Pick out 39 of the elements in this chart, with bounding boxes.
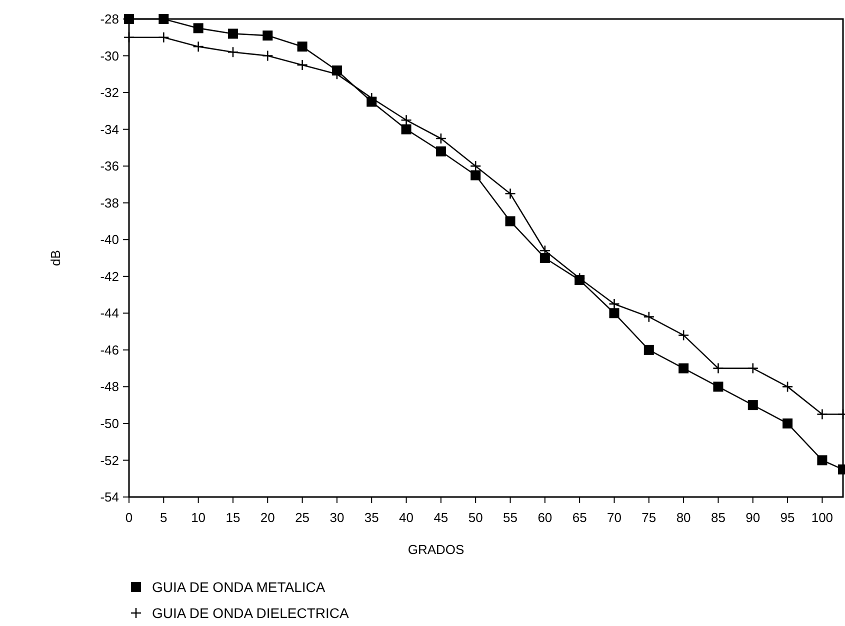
x-axis-title: GRADOS [408,542,464,557]
y-tick-label: -36 [100,158,119,174]
y-tick-label: -54 [100,490,119,505]
x-tick-label: 15 [226,510,240,525]
x-tick-label: 85 [710,510,726,525]
x-tick-label: 10 [191,510,206,525]
legend-label: GUIA DE ONDA DIELECTRICA [152,604,350,621]
x-tick-label: 40 [399,510,414,525]
y-tick-label: -50 [100,416,119,432]
x-tick-label: 60 [538,510,552,525]
x-tick-label: 75 [642,510,656,525]
x-tick-label: 70 [607,510,622,525]
x-tick-label: 55 [503,510,518,525]
y-tick-label: -38 [100,195,119,210]
x-tick-label: 65 [572,510,587,525]
x-tick-label: 45 [434,510,448,525]
y-tick-label: -48 [100,379,119,394]
x-tick-label: 90 [746,510,760,525]
x-tick-label: 5 [160,510,168,525]
x-tick-label: 25 [295,510,310,525]
legend-label: GUIA DE ONDA METALICA [152,578,326,595]
x-tick-label: 30 [330,510,344,525]
x-tick-label: 0 [125,510,133,525]
y-axis-title: dB [48,250,63,266]
y-tick-label: -40 [100,232,119,248]
y-tick-label: -44 [100,306,119,321]
y-tick-label: -30 [100,48,119,64]
y-tick-label: -46 [100,342,119,358]
y-tick-label: -52 [100,452,119,468]
x-tick-label: 20 [260,510,275,525]
y-tick-label: -34 [100,122,119,137]
x-tick-label: 80 [676,510,691,525]
y-tick-label: -32 [100,85,119,100]
y-tick-label: -28 [100,12,119,27]
y-tick-label: -42 [100,268,119,284]
x-tick-label: 100 [811,510,834,525]
x-tick-label: 35 [364,510,379,525]
x-tick-label: 95 [780,510,795,525]
x-tick-label: 50 [468,510,483,525]
